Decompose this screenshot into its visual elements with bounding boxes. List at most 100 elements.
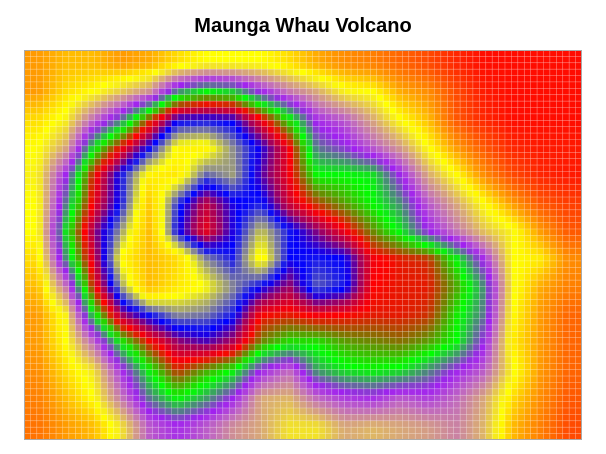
heatmap-cell (376, 196, 384, 204)
heatmap-cell (568, 292, 576, 300)
heatmap-cell (171, 337, 179, 345)
heatmap-cell (549, 81, 557, 89)
heatmap-cell (344, 279, 352, 287)
heatmap-cell (196, 260, 204, 268)
heatmap-cell (357, 152, 365, 159)
heatmap-cell (75, 311, 83, 319)
heatmap-cell (280, 94, 288, 102)
heatmap-cell (107, 356, 115, 364)
heatmap-cell (549, 132, 557, 140)
heatmap-cell (132, 350, 140, 358)
heatmap-cell (504, 158, 512, 166)
heatmap-cell (190, 324, 198, 332)
heatmap-cell (440, 382, 448, 390)
heatmap-cell (228, 75, 236, 83)
heatmap-cell (241, 107, 249, 115)
heatmap-cell (312, 120, 320, 128)
heatmap-cell (549, 75, 557, 83)
heatmap-cell (305, 203, 313, 211)
heatmap-cell (171, 407, 179, 415)
heatmap-cell (94, 190, 102, 198)
heatmap-cell (536, 247, 544, 255)
heatmap-cell (36, 75, 44, 83)
heatmap-cell (305, 139, 313, 147)
heatmap-cell (331, 190, 339, 198)
heatmap-cell (382, 132, 390, 140)
heatmap-cell (344, 215, 352, 223)
heatmap-cell (466, 388, 474, 396)
heatmap-cell (402, 311, 410, 319)
heatmap-cell (472, 279, 480, 287)
heatmap-cell (427, 407, 435, 415)
heatmap-cell (184, 62, 192, 70)
heatmap-cell (479, 126, 487, 134)
heatmap-cell (479, 337, 487, 345)
heatmap-cell (261, 241, 269, 249)
heatmap-cell (273, 292, 281, 300)
heatmap-cell (113, 350, 121, 358)
heatmap-cell (107, 56, 115, 64)
heatmap-cell (370, 318, 378, 326)
heatmap-cell (453, 177, 461, 185)
heatmap-cell (203, 132, 211, 140)
heatmap-cell (414, 401, 422, 409)
heatmap-cell (453, 324, 461, 332)
heatmap-cell (184, 68, 192, 76)
heatmap-cell (177, 273, 185, 281)
heatmap-cell (81, 120, 89, 128)
heatmap-cell (382, 267, 390, 275)
heatmap-cell (447, 311, 455, 319)
heatmap-cell (107, 241, 115, 249)
heatmap-cell (241, 305, 249, 313)
heatmap-cell (479, 94, 487, 102)
heatmap-cell (164, 260, 172, 268)
heatmap-cell (158, 324, 166, 332)
heatmap-cell (241, 273, 249, 281)
heatmap-cell (504, 247, 512, 255)
heatmap-cell (273, 94, 281, 102)
heatmap-cell (511, 152, 519, 159)
heatmap-cell (171, 273, 179, 281)
heatmap-cell (222, 215, 230, 223)
heatmap-cell (389, 337, 397, 345)
heatmap-cell (536, 305, 544, 313)
heatmap-cell (382, 215, 390, 223)
heatmap-cell (235, 88, 243, 96)
heatmap-cell (132, 414, 140, 422)
heatmap-cell (459, 273, 467, 281)
heatmap-cell (171, 260, 179, 268)
heatmap-cell (139, 414, 147, 422)
heatmap-cell (190, 158, 198, 166)
heatmap-cell (556, 254, 564, 262)
heatmap-cell (491, 107, 499, 115)
heatmap-cell (203, 414, 211, 422)
heatmap-cell (305, 324, 313, 332)
heatmap-cell (575, 183, 582, 191)
heatmap-cell (241, 183, 249, 191)
heatmap-cell (222, 311, 230, 319)
heatmap-cell (530, 190, 538, 198)
heatmap-cell (376, 81, 384, 89)
heatmap-cell (498, 292, 506, 300)
heatmap-cell (440, 292, 448, 300)
heatmap-cell (421, 401, 429, 409)
heatmap-cell (549, 113, 557, 121)
heatmap-cell (68, 318, 76, 326)
heatmap-cell (434, 171, 442, 179)
heatmap-cell (408, 171, 416, 179)
heatmap-cell (119, 203, 127, 211)
heatmap-cell (235, 414, 243, 422)
heatmap-cell (94, 126, 102, 134)
heatmap-cell (261, 113, 269, 121)
heatmap-cell (427, 164, 435, 172)
heatmap-cell (209, 343, 217, 351)
heatmap-cell (55, 286, 63, 294)
heatmap-cell (196, 235, 204, 243)
heatmap-cell (318, 362, 326, 370)
heatmap-cell (235, 369, 243, 377)
heatmap-cell (523, 190, 531, 198)
heatmap-cell (376, 343, 384, 351)
heatmap-cell (504, 318, 512, 326)
heatmap-cell (427, 241, 435, 249)
heatmap-cell (318, 369, 326, 377)
